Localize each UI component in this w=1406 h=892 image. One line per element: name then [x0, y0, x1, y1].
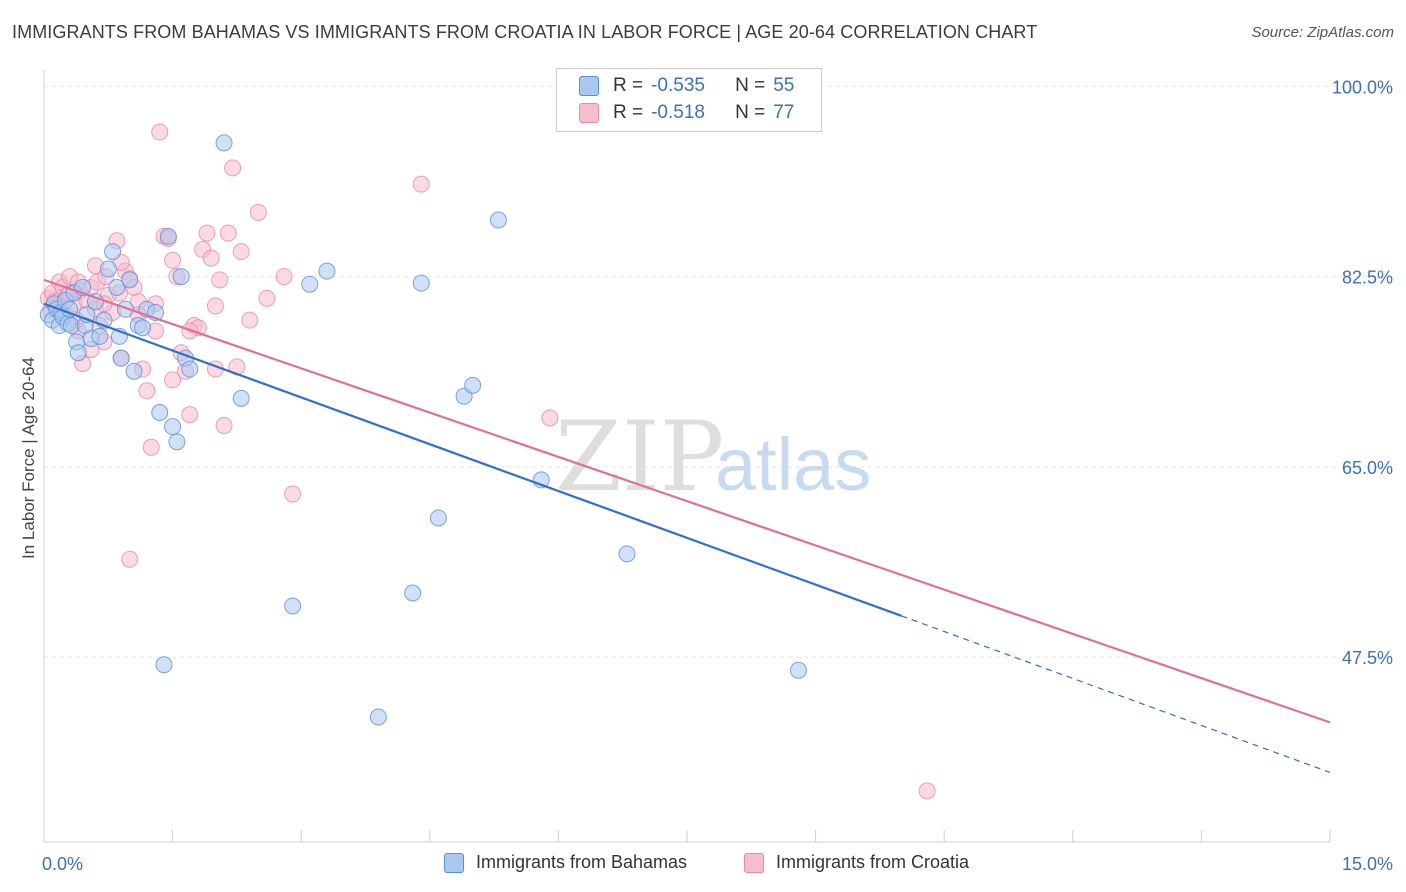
- bahamas-point: [159, 227, 177, 245]
- bahamas-point: [318, 262, 336, 280]
- legend-r-value: -0.518: [651, 102, 705, 123]
- bahamas-point: [181, 360, 199, 378]
- axes: [43, 70, 1331, 843]
- y-tick-label: 82.5%: [1342, 268, 1393, 288]
- watermark-atlas: atlas: [715, 423, 871, 506]
- bahamas-point: [369, 708, 387, 726]
- legend-item-croatia: Immigrants from Croatia: [744, 852, 969, 873]
- croatia-point: [249, 203, 267, 221]
- croatia-point: [918, 782, 936, 800]
- legend-swatch-croatia: [579, 103, 599, 123]
- x-tick-label: 0.0%: [42, 854, 83, 874]
- x-tick-label: 15.0%: [1342, 854, 1393, 874]
- bahamas-trend-extension: [901, 615, 1331, 773]
- croatia-point: [164, 251, 182, 269]
- legend-label-croatia: Immigrants from Croatia: [776, 852, 970, 872]
- legend-n-label: N =: [735, 75, 766, 96]
- croatia-point: [284, 485, 302, 503]
- y-tick-label: 47.5%: [1342, 648, 1393, 668]
- bahamas-point: [125, 362, 143, 380]
- stats-legend: R = -0.535 N = 55 R = -0.518 N = 77: [556, 68, 822, 132]
- legend-swatch-bahamas: [579, 76, 599, 96]
- legend-label-bahamas: Immigrants from Bahamas: [476, 852, 688, 872]
- croatia-point: [258, 289, 276, 307]
- bahamas-point: [86, 293, 104, 311]
- bahamas-point: [69, 344, 87, 362]
- trend-lines: [43, 278, 1331, 773]
- bahamas-point: [134, 319, 152, 337]
- grid-lines: [44, 85, 1392, 658]
- legend-r-label: R =: [613, 102, 644, 123]
- croatia-point: [181, 406, 199, 424]
- bahamas-point: [232, 389, 250, 407]
- croatia-point: [541, 409, 559, 427]
- y-tick-label: 100.0%: [1332, 77, 1393, 97]
- croatia-point: [206, 297, 224, 315]
- bahamas-point: [618, 545, 636, 563]
- bahamas-point: [91, 327, 109, 345]
- croatia-point: [151, 123, 169, 141]
- bahamas-point: [464, 376, 482, 394]
- croatia-trend-line: [43, 278, 1331, 724]
- bahamas-point: [284, 597, 302, 615]
- bahamas-point: [112, 349, 130, 367]
- legend-swatch-croatia: [744, 852, 764, 873]
- croatia-point: [164, 371, 182, 389]
- bahamas-point: [151, 404, 169, 422]
- legend-swatch-bahamas: [444, 852, 464, 873]
- y-axis-label: In Labor Force | Age 20-64: [19, 357, 38, 559]
- bahamas-point: [108, 278, 126, 296]
- legend-item-bahamas: Immigrants from Bahamas: [444, 852, 687, 873]
- bahamas-point: [155, 656, 173, 674]
- croatia-point: [121, 550, 139, 568]
- chart-title: IMMIGRANTS FROM BAHAMAS VS IMMIGRANTS FR…: [12, 22, 1038, 42]
- croatia-point: [232, 243, 250, 261]
- croatia-point: [202, 249, 220, 267]
- croatia-point: [219, 224, 237, 242]
- croatia-point: [198, 224, 216, 242]
- legend-n-value: 77: [773, 102, 795, 123]
- croatia-point: [241, 311, 259, 329]
- bahamas-point: [489, 211, 507, 229]
- croatia-point: [142, 438, 160, 456]
- source-label: Source: ZipAtlas.com: [1251, 24, 1394, 41]
- croatia-point: [211, 271, 229, 289]
- bahamas-point: [172, 268, 190, 286]
- bahamas-point: [121, 271, 139, 289]
- bahamas-point: [404, 584, 422, 602]
- bahamas-point: [412, 274, 430, 292]
- bahamas-point: [301, 275, 319, 293]
- bahamas-point: [168, 433, 186, 451]
- bahamas-point: [99, 260, 117, 278]
- bahamas-points: [39, 134, 807, 726]
- bahamas-point: [789, 661, 807, 679]
- legend-r-label: R =: [613, 75, 644, 96]
- croatia-point: [412, 175, 430, 193]
- tick-labels: 47.5% 65.0% 82.5% 100.0% 0.0% 15.0%: [42, 77, 1393, 874]
- watermark-zip: ZIP: [555, 401, 724, 513]
- croatia-point: [275, 268, 293, 286]
- watermark: ZIP atlas: [555, 401, 871, 513]
- bahamas-trend-line: [43, 302, 902, 617]
- croatia-point: [138, 382, 156, 400]
- croatia-points: [39, 123, 936, 800]
- legend-row-croatia: R = -0.518 N = 77: [579, 100, 794, 126]
- legend-r-value: -0.535: [651, 75, 705, 96]
- bahamas-point: [429, 509, 447, 527]
- y-tick-label: 65.0%: [1342, 458, 1393, 478]
- bahamas-point: [215, 134, 233, 152]
- legend-row-bahamas: R = -0.535 N = 55: [579, 73, 794, 99]
- legend-n-value: 55: [773, 75, 795, 96]
- bahamas-point: [164, 418, 182, 436]
- legend-n-label: N =: [735, 102, 766, 123]
- croatia-point: [224, 159, 242, 177]
- bahamas-point: [104, 243, 122, 261]
- croatia-point: [215, 417, 233, 435]
- bahamas-point: [116, 300, 134, 318]
